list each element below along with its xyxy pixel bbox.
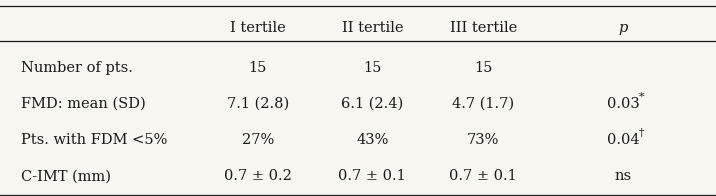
Text: †: † xyxy=(639,128,644,138)
Text: I tertile: I tertile xyxy=(230,21,286,35)
Text: 0.04: 0.04 xyxy=(606,133,639,147)
Text: 15: 15 xyxy=(363,61,382,75)
Text: FMD: mean (SD): FMD: mean (SD) xyxy=(21,97,146,111)
Text: Number of pts.: Number of pts. xyxy=(21,61,133,75)
Text: 15: 15 xyxy=(474,61,493,75)
Text: 15: 15 xyxy=(248,61,267,75)
Text: II tertile: II tertile xyxy=(342,21,403,35)
Text: *: * xyxy=(639,91,644,102)
Text: C-IMT (mm): C-IMT (mm) xyxy=(21,169,112,183)
Text: Pts. with FDM <5%: Pts. with FDM <5% xyxy=(21,133,168,147)
Text: 0.7 ± 0.1: 0.7 ± 0.1 xyxy=(450,169,517,183)
Text: 27%: 27% xyxy=(241,133,274,147)
Text: 6.1 (2.4): 6.1 (2.4) xyxy=(342,97,403,111)
Text: 43%: 43% xyxy=(356,133,389,147)
Text: III tertile: III tertile xyxy=(450,21,517,35)
Text: 7.1 (2.8): 7.1 (2.8) xyxy=(227,97,289,111)
Text: 73%: 73% xyxy=(467,133,500,147)
Text: 4.7 (1.7): 4.7 (1.7) xyxy=(453,97,514,111)
Text: 0.7 ± 0.2: 0.7 ± 0.2 xyxy=(224,169,291,183)
Text: ns: ns xyxy=(614,169,632,183)
Text: p: p xyxy=(618,21,628,35)
Text: 0.03: 0.03 xyxy=(606,97,639,111)
Text: 0.7 ± 0.1: 0.7 ± 0.1 xyxy=(339,169,406,183)
